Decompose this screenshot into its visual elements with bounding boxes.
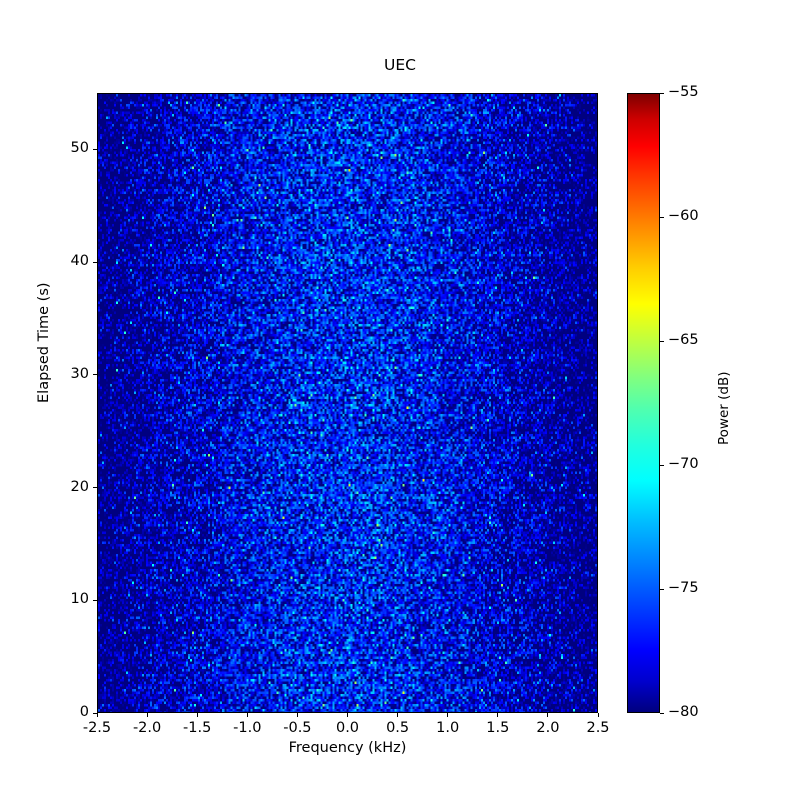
x-tick-mark	[547, 713, 549, 717]
y-axis-label: Elapsed Time (s)	[36, 282, 52, 403]
colorbar-tick-label: −65	[668, 332, 699, 348]
y-tick-mark	[93, 487, 97, 489]
x-tick-label: -1.5	[183, 720, 212, 736]
x-tick-label: -2.5	[82, 720, 112, 736]
x-tick-mark	[296, 713, 298, 717]
spectrogram-heatmap	[98, 94, 597, 712]
x-tick-mark	[146, 713, 148, 717]
x-tick-label: -1.0	[233, 720, 262, 736]
title-line-station: UEC	[384, 55, 416, 74]
x-tick-label: 2.5	[586, 720, 610, 736]
colorbar-tick-label: −80	[668, 704, 699, 720]
y-tick-label: 10	[70, 591, 89, 608]
x-tick-mark	[447, 713, 449, 717]
colorbar-tick-mark	[660, 588, 664, 590]
x-tick-mark	[196, 713, 198, 717]
colorbar-gradient[interactable]	[627, 93, 660, 713]
x-tick-label: 2.0	[536, 720, 560, 736]
colorbar-tick-label: −75	[668, 580, 699, 596]
x-tick-mark	[597, 713, 599, 717]
x-tick-label: 0.0	[335, 720, 360, 736]
colorbar-tick-mark	[660, 216, 664, 218]
y-tick-label: 30	[70, 365, 89, 382]
x-tick-mark	[96, 713, 98, 717]
y-tick-mark	[93, 374, 97, 376]
x-tick-label: 0.5	[386, 720, 410, 736]
y-tick-mark	[93, 712, 97, 714]
y-tick-mark	[93, 261, 97, 263]
y-tick-label: 40	[70, 253, 89, 270]
colorbar-tick-mark	[660, 92, 664, 94]
y-tick-label: 0	[79, 704, 89, 720]
x-tick-mark	[347, 713, 349, 717]
x-tick-mark	[497, 713, 499, 717]
x-tick-mark	[397, 713, 399, 717]
spectrogram-axes[interactable]	[97, 93, 598, 713]
colorbar-tick-label: −55	[668, 84, 699, 100]
colorbar-tick-label: −60	[668, 208, 699, 224]
y-tick-mark	[93, 599, 97, 601]
colorbar-label: Power (dB)	[716, 371, 732, 445]
y-tick-mark	[93, 148, 97, 150]
x-tick-label: -0.5	[283, 720, 312, 736]
colorbar-tick-mark	[660, 340, 664, 342]
x-tick-mark	[246, 713, 248, 717]
y-tick-label: 20	[70, 478, 89, 495]
x-tick-label: -2.0	[132, 720, 162, 736]
colorbar-tick-label: −70	[668, 456, 699, 472]
y-tick-label: 50	[70, 140, 89, 157]
x-tick-label: 1.0	[436, 720, 460, 736]
colorbar-tick-mark	[660, 464, 664, 466]
x-tick-label: 1.5	[486, 720, 510, 736]
x-axis-label: Frequency (kHz)	[288, 740, 407, 756]
colorbar-tick-mark	[660, 712, 664, 714]
